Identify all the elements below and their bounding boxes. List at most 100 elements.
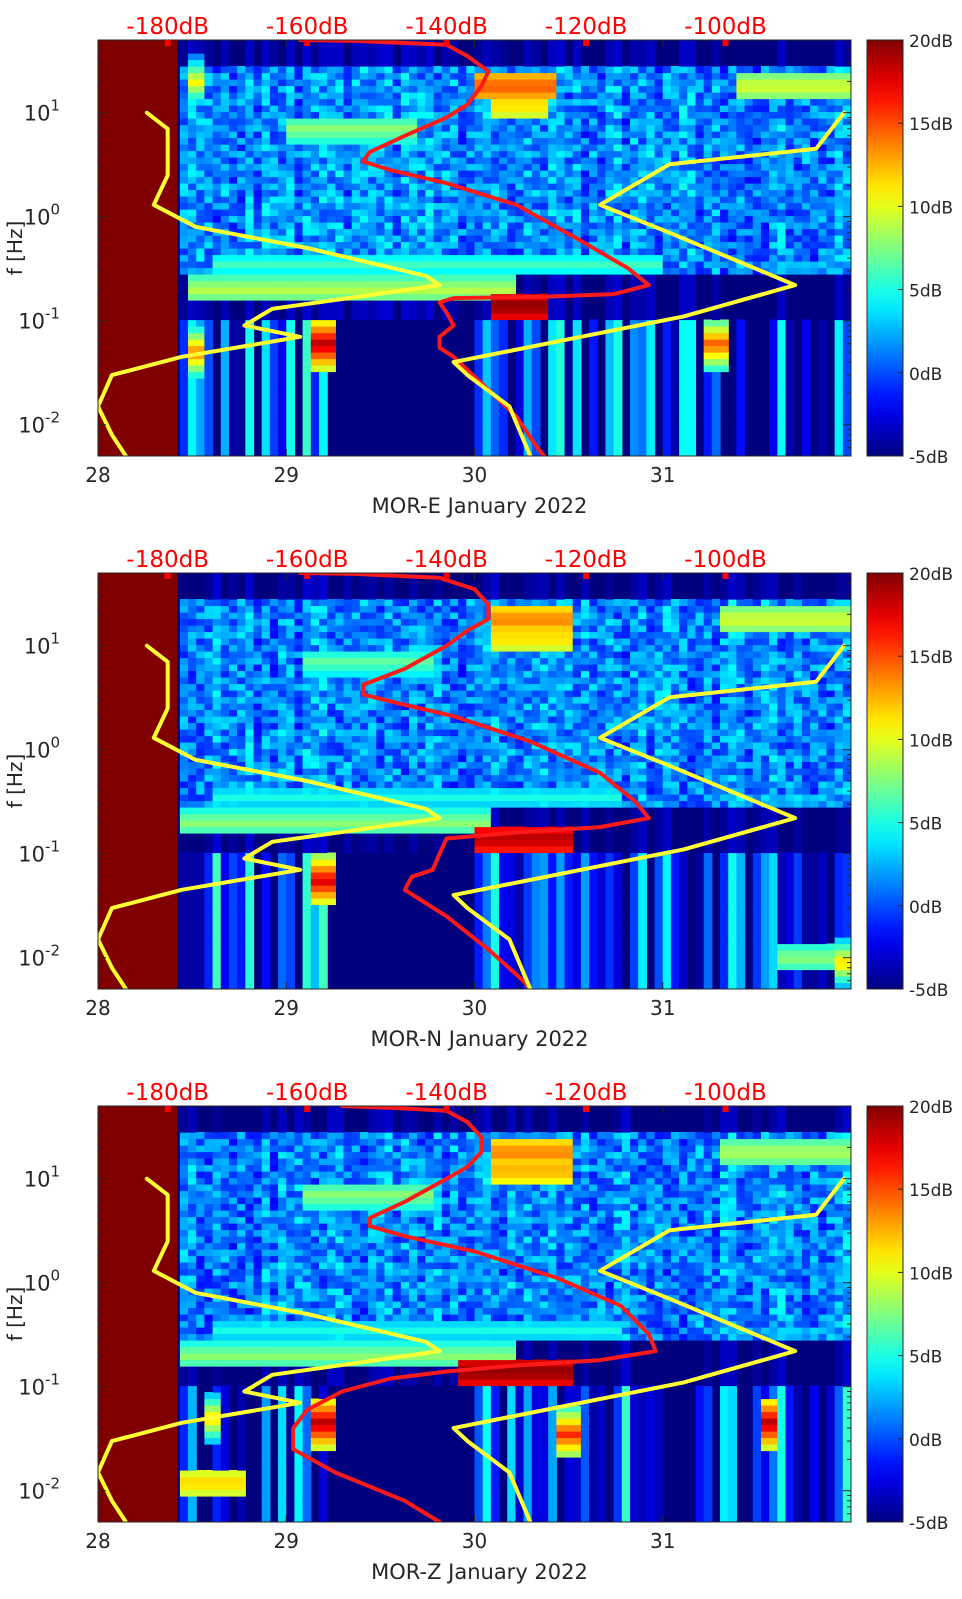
heatmap-cell	[302, 53, 312, 61]
heatmap-cell	[777, 85, 787, 93]
heatmap-cell	[531, 280, 541, 288]
heatmap-cell	[261, 748, 271, 756]
heatmap-cell	[179, 631, 189, 639]
heatmap-cell	[302, 384, 312, 392]
heatmap-cell	[220, 248, 230, 256]
heatmap-cell	[810, 196, 819, 204]
heatmap-cell	[286, 163, 296, 171]
heatmap-cell	[278, 326, 287, 334]
heatmap-cell	[220, 66, 230, 74]
heatmap-cell	[196, 807, 205, 815]
heatmap-cell	[228, 638, 238, 646]
heatmap-cell	[801, 92, 811, 100]
heatmap-cell	[359, 53, 369, 61]
heatmap-cell	[580, 85, 590, 93]
heatmap-cell	[556, 144, 566, 152]
heatmap-cell	[842, 183, 851, 191]
heatmap-cell	[204, 781, 214, 789]
heatmap-cell	[286, 124, 296, 132]
colorbar-label: 10dB	[909, 198, 953, 218]
heatmap-cell	[409, 46, 418, 54]
heatmap-cell	[327, 137, 336, 145]
heatmap-cell	[801, 105, 811, 113]
heatmap-cell	[196, 267, 205, 275]
heatmap-cell	[531, 150, 541, 158]
heatmap-cell	[433, 228, 443, 236]
heatmap-cell	[785, 384, 795, 392]
heatmap-cell	[646, 163, 656, 171]
heatmap-cell	[777, 215, 787, 223]
heatmap-cell	[188, 124, 197, 132]
heatmap-cell	[531, 319, 541, 327]
top-axis-tick	[443, 40, 450, 46]
heatmap-cell	[245, 826, 255, 834]
heatmap-cell	[179, 287, 189, 295]
heatmap-cell	[302, 358, 312, 366]
heatmap-cell	[228, 241, 238, 249]
heatmap-cell	[597, 183, 607, 191]
heatmap-cell	[720, 345, 729, 353]
heatmap-cell	[507, 248, 517, 256]
heatmap-cell	[228, 657, 238, 665]
heatmap-cell	[245, 267, 255, 275]
heatmap-cell	[286, 443, 296, 451]
heatmap-cell	[220, 930, 230, 938]
heatmap-cell	[474, 313, 484, 321]
heatmap-cell	[245, 982, 255, 989]
heatmap-cell	[785, 261, 795, 269]
heatmap-cell	[433, 150, 443, 158]
heatmap-cell	[220, 820, 230, 828]
heatmap-cell	[736, 202, 746, 210]
heatmap-cell	[548, 300, 557, 308]
heatmap-cell	[572, 371, 582, 379]
heatmap-cell	[368, 280, 377, 288]
heatmap-cell	[556, 202, 566, 210]
heatmap-cell	[212, 254, 222, 262]
heatmap-cell	[318, 293, 328, 301]
heatmap-cell	[351, 46, 361, 54]
heatmap-cell	[474, 345, 484, 353]
heatmap-cell	[310, 40, 320, 48]
heatmap-cell	[679, 118, 688, 126]
heatmap-cell	[343, 118, 353, 126]
heatmap-cell	[196, 345, 205, 353]
heatmap-cell	[261, 761, 271, 769]
heatmap-cell	[261, 157, 271, 165]
heatmap-cell	[580, 254, 590, 262]
heatmap-cell	[515, 254, 525, 262]
heatmap-cell	[679, 40, 688, 48]
heatmap-cell	[556, 92, 566, 100]
heatmap-cell	[310, 274, 320, 282]
heatmap-cell	[523, 365, 533, 373]
heatmap-cell	[801, 430, 811, 438]
heatmap-cell	[220, 924, 230, 932]
heatmap-cell	[613, 235, 623, 243]
heatmap-cell	[834, 365, 844, 373]
heatmap-cell	[351, 228, 361, 236]
heatmap-cell	[490, 397, 500, 405]
heatmap-cell	[654, 267, 664, 275]
heatmap-cell	[384, 274, 394, 282]
heatmap-cell	[278, 196, 287, 204]
heatmap-cell	[605, 274, 615, 282]
heatmap-cell	[335, 98, 345, 106]
heatmap-cell	[253, 66, 263, 74]
heatmap-cell	[490, 222, 500, 230]
heatmap-cell	[785, 339, 795, 347]
heatmap-cell	[433, 235, 443, 243]
heatmap-cell	[228, 358, 238, 366]
heatmap-cell	[654, 215, 664, 223]
heatmap-cell	[711, 228, 721, 236]
heatmap-cell	[720, 144, 729, 152]
heatmap-cell	[196, 241, 205, 249]
heatmap-cell	[777, 267, 787, 275]
heatmap-cell	[409, 300, 418, 308]
heatmap-cell	[204, 612, 214, 620]
heatmap-cell	[237, 859, 246, 867]
heatmap-cell	[810, 85, 819, 93]
heatmap-cell	[196, 53, 205, 61]
heatmap-cell	[359, 46, 369, 54]
heatmap-cell	[728, 150, 738, 158]
heatmap-cell	[188, 677, 197, 685]
heatmap-cell	[449, 176, 459, 184]
